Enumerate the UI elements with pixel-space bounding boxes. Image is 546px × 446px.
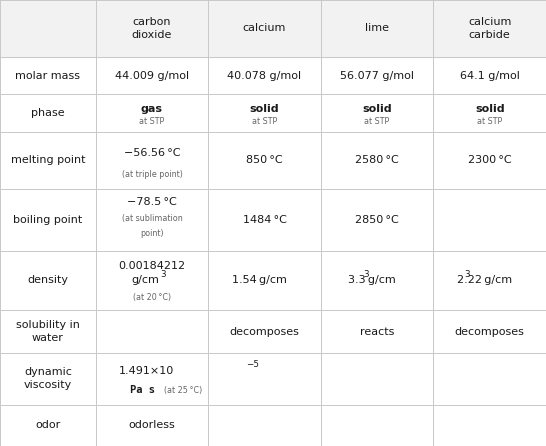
Text: phase: phase (31, 108, 64, 118)
Text: solid: solid (475, 104, 505, 114)
Text: density: density (27, 276, 68, 285)
Text: 3.3 g/cm: 3.3 g/cm (348, 276, 395, 285)
Text: 0.00184212: 0.00184212 (118, 260, 186, 271)
Text: (at 25 °C): (at 25 °C) (164, 385, 202, 395)
Text: 64.1 g/mol: 64.1 g/mol (460, 70, 520, 81)
Text: odorless: odorless (128, 420, 175, 430)
Text: 3: 3 (161, 270, 166, 279)
Text: solubility in
water: solubility in water (16, 320, 80, 343)
Text: decomposes: decomposes (455, 326, 525, 337)
Text: g/cm: g/cm (132, 276, 159, 285)
Text: 1.54 g/cm: 1.54 g/cm (232, 276, 287, 285)
Text: −78.5 °C: −78.5 °C (127, 197, 177, 207)
Text: point): point) (140, 229, 164, 238)
Text: solid: solid (363, 104, 392, 114)
Text: Pa s: Pa s (129, 385, 155, 395)
Text: carbon
dioxide: carbon dioxide (132, 17, 172, 40)
Text: (at triple point): (at triple point) (122, 170, 182, 179)
Text: reacts: reacts (360, 326, 394, 337)
Text: 2580 °C: 2580 °C (355, 155, 399, 165)
Text: 3: 3 (464, 270, 470, 279)
Text: calcium: calcium (243, 24, 286, 33)
Text: 3: 3 (363, 270, 369, 279)
Text: 56.077 g/mol: 56.077 g/mol (340, 70, 414, 81)
Text: 1.491×10: 1.491×10 (119, 366, 174, 376)
Text: lime: lime (365, 24, 389, 33)
Text: boiling point: boiling point (13, 215, 82, 225)
Text: 2850 °C: 2850 °C (355, 215, 399, 225)
Bar (0, 0, 546, 57)
Text: at STP: at STP (365, 117, 390, 126)
Text: calcium
carbide: calcium carbide (468, 17, 512, 40)
Text: 2300 °C: 2300 °C (468, 155, 512, 165)
Text: melting point: melting point (10, 155, 85, 165)
Text: at STP: at STP (252, 117, 277, 126)
Text: 2.22 g/cm: 2.22 g/cm (456, 276, 512, 285)
Text: 44.009 g/mol: 44.009 g/mol (115, 70, 189, 81)
Text: at STP: at STP (477, 117, 502, 126)
Text: −5: −5 (246, 360, 259, 369)
Text: (at 20 °C): (at 20 °C) (133, 293, 171, 301)
Text: molar mass: molar mass (15, 70, 80, 81)
Text: (at sublimation: (at sublimation (122, 214, 182, 223)
Text: 850 °C: 850 °C (246, 155, 283, 165)
Text: −56.56 °C: −56.56 °C (124, 148, 180, 158)
Text: decomposes: decomposes (229, 326, 299, 337)
Text: solid: solid (250, 104, 280, 114)
Text: 1484 °C: 1484 °C (242, 215, 287, 225)
Text: at STP: at STP (139, 117, 164, 126)
Text: 40.078 g/mol: 40.078 g/mol (228, 70, 301, 81)
Text: dynamic
viscosity: dynamic viscosity (23, 368, 72, 390)
Text: gas: gas (141, 104, 163, 114)
Text: odor: odor (35, 420, 61, 430)
